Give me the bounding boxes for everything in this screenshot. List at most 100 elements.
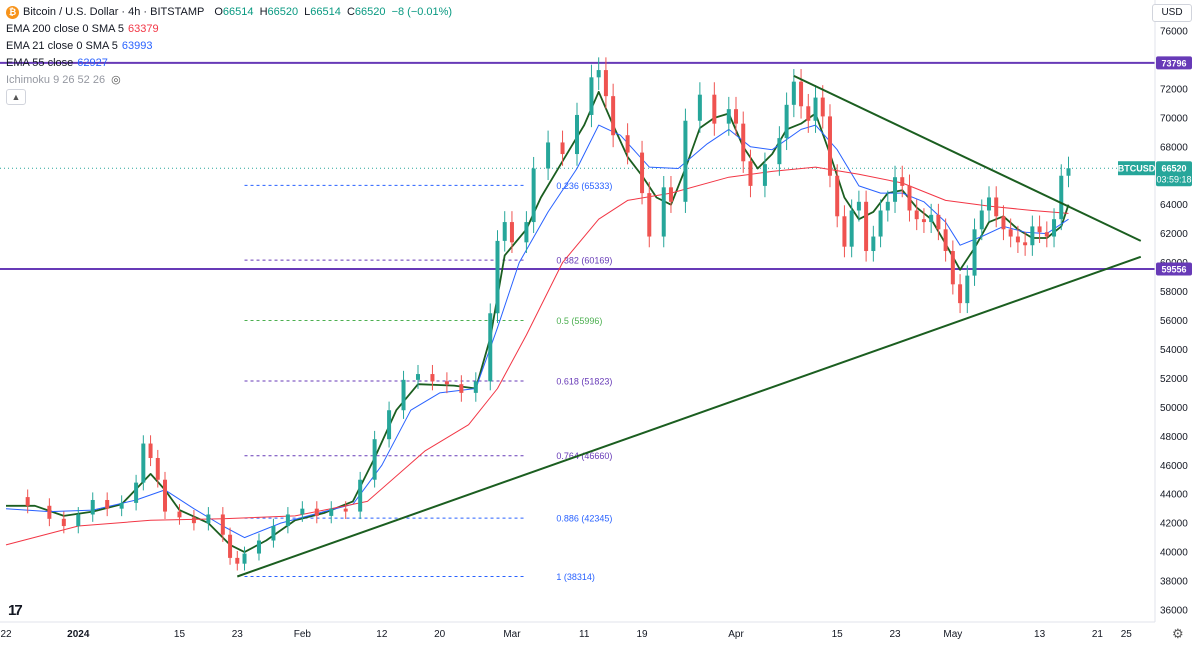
- x-tick-label: 12: [376, 629, 388, 640]
- candle-body: [835, 175, 840, 217]
- trendline: [236, 255, 1142, 578]
- fib-level-label: 0.618 (51823): [556, 376, 612, 386]
- level-label-bg: [1156, 56, 1192, 70]
- candle-body: [473, 381, 478, 393]
- candle-body: [177, 511, 182, 518]
- candle-body: [734, 109, 739, 124]
- level-label-bg: [1156, 262, 1192, 276]
- candle-body: [864, 201, 869, 252]
- x-tick-label: 23: [889, 629, 901, 640]
- y-tick-label: 52000: [1160, 374, 1188, 385]
- y-tick-label: 40000: [1160, 548, 1188, 559]
- current-price-tag: [1156, 161, 1192, 187]
- candle-body: [972, 229, 977, 276]
- candle-body: [358, 479, 363, 512]
- x-tick-label: 21: [1092, 629, 1104, 640]
- candle-body: [589, 77, 594, 115]
- candle-body: [741, 123, 746, 162]
- candle-body: [965, 275, 970, 304]
- fib-level-label: 0.764 (46660): [556, 451, 612, 461]
- ohlc-key-low: L: [304, 6, 311, 18]
- candle-body: [777, 138, 782, 165]
- candle-body: [524, 222, 529, 243]
- fib-level-label: 1 (38314): [556, 572, 595, 582]
- level-label: 59556: [1161, 265, 1186, 275]
- x-tick-label: 2024: [67, 629, 90, 640]
- ohlc-low: 66514: [310, 6, 341, 18]
- candle-body: [1001, 216, 1006, 230]
- eye-hidden-icon[interactable]: ◎: [111, 74, 121, 86]
- y-tick-label: 54000: [1160, 345, 1188, 356]
- candle-countdown-label: 03:59:18: [1156, 175, 1191, 185]
- indicator-ema-55[interactable]: EMA 55 close 62927: [6, 55, 455, 72]
- candle-body: [1052, 219, 1057, 237]
- x-tick-label: Mar: [503, 629, 521, 640]
- x-tick-label: 15: [832, 629, 844, 640]
- indicator-ema-21[interactable]: EMA 21 close 0 SMA 5 63993: [6, 38, 455, 55]
- indicator-label: EMA 55 close: [6, 57, 74, 69]
- candle-body: [509, 222, 514, 243]
- time-axis[interactable]: 22 2024 15 23 Feb 12 20 Mar 11 19 Apr 15 23 May 13 21 25: [0, 621, 1155, 640]
- candle-body: [1023, 242, 1028, 246]
- candle-body: [415, 374, 420, 380]
- ohlc-values: O66514 H66520 L66514 C66520 −8 (−0.01%): [214, 4, 455, 21]
- x-tick-label: Apr: [728, 629, 744, 640]
- trendlines: [236, 74, 1142, 578]
- candle-body: [141, 443, 146, 483]
- candle-body: [531, 168, 536, 223]
- candle-body: [611, 96, 616, 136]
- indicator-ema-200[interactable]: EMA 200 close 0 SMA 5 63379: [6, 21, 455, 38]
- candle-body: [1044, 232, 1049, 237]
- candle-body: [1059, 175, 1064, 220]
- candle-body: [697, 94, 702, 121]
- candle-body: [134, 482, 139, 503]
- candle-body: [950, 251, 955, 285]
- candle-body: [914, 210, 919, 220]
- fib-level-label: 0.382 (60169): [556, 256, 612, 266]
- candle-body: [683, 120, 688, 202]
- price-axis[interactable]: 7600074000720007000068000660006400062000…: [1154, 0, 1198, 649]
- candle-body: [401, 379, 406, 411]
- collapse-legend-button[interactable]: ▲: [6, 89, 26, 105]
- candle-body: [668, 187, 673, 202]
- candle-body: [560, 142, 565, 155]
- candle-body: [235, 557, 240, 564]
- candle-body: [206, 514, 211, 524]
- indicator-value: 62927: [77, 57, 108, 69]
- indicator-ichimoku[interactable]: Ichimoku 9 26 52 26 ◎: [6, 72, 455, 89]
- candle-body: [871, 236, 876, 252]
- candle-body: [907, 185, 912, 211]
- bitcoin-icon: ₿: [6, 6, 19, 19]
- candle-body: [799, 81, 804, 107]
- candle-body: [300, 508, 305, 515]
- fib-level-label: 0.236 (65333): [556, 181, 612, 191]
- x-tick-label: 23: [232, 629, 244, 640]
- currency-selector[interactable]: USD: [1152, 4, 1192, 22]
- candle-body: [495, 240, 500, 314]
- candle-body: [372, 439, 377, 480]
- candle-body: [625, 135, 630, 153]
- level-label: 73796: [1161, 58, 1186, 68]
- candle-body: [314, 508, 319, 516]
- candle-body: [163, 479, 168, 512]
- x-tick-label: 19: [636, 629, 648, 640]
- candle-body: [893, 177, 898, 202]
- fib-level-label: 0.5 (55996): [556, 316, 602, 326]
- symbol-price-tag: [1118, 161, 1155, 176]
- x-tick-label: 11: [579, 629, 590, 640]
- indicator-value: 63379: [128, 23, 159, 35]
- fibonacci-levels: 0.236 (65333) 0.382 (60169) 0.5 (55996) 0.6…: [244, 181, 612, 582]
- gear-icon[interactable]: ⚙: [1172, 626, 1184, 641]
- tradingview-logo[interactable]: 17: [8, 602, 23, 619]
- current-price-label: 66520: [1161, 164, 1186, 174]
- symbol-row: ₿ Bitcoin / U.S. Dollar · 4h · BITSTAMP …: [6, 4, 455, 21]
- x-tick-label: 13: [1034, 629, 1046, 640]
- candle-body: [47, 505, 52, 519]
- y-tick-label: 56000: [1160, 316, 1188, 327]
- y-tick-label: 42000: [1160, 519, 1188, 530]
- symbol-title-group[interactable]: ₿ Bitcoin / U.S. Dollar · 4h · BITSTAMP: [6, 4, 204, 21]
- candle-body: [271, 526, 276, 541]
- candle-body: [921, 219, 926, 223]
